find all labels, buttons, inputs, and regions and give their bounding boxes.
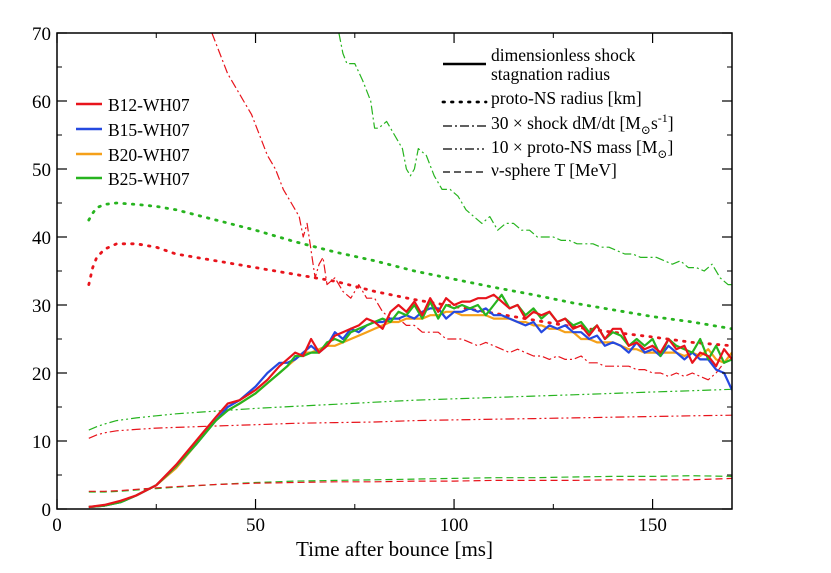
series-line-b25-wh07-pns-radius: [87, 201, 732, 331]
series-line-b12-wh07-pns-radius: [87, 242, 732, 348]
legend-label-dmdt: 30 × shock dM/dt [M⊙s-1]: [491, 111, 674, 137]
y-tick-label-50: 50: [32, 160, 51, 181]
legend-quantities: dimensionless shock stagnation radius pr…: [441, 45, 674, 180]
legend-label-dmdt-tail: s: [651, 113, 658, 133]
legend-label-dmdt-main: 30 × shock dM/dt [M: [491, 113, 641, 133]
series-line-b25-wh07-shock: [88, 293, 732, 509]
series-line-b12-wh07-dmdt: [211, 33, 732, 381]
legend-label-shock-2: stagnation radius: [491, 64, 610, 84]
legend-label-b15: B15-WH07: [108, 120, 190, 140]
y-tick-label-40: 40: [32, 228, 51, 249]
legend-label-dmdt-end: ]: [668, 113, 674, 133]
ticks-layer: 0 50 100 150 0 10 20 30 40 50 60 70: [32, 24, 732, 536]
legend-label-pns-mass-main: 10 × proto-NS mass [M: [491, 137, 658, 157]
y-tick-label-60: 60: [32, 92, 51, 113]
legend-label-pns-radius: proto-NS radius [km]: [491, 88, 642, 108]
legend-label-dmdt-sub: ⊙: [641, 123, 651, 137]
legend-label-b25: B25-WH07: [108, 169, 190, 189]
legend-label-dmdt-sup: -1: [658, 111, 668, 125]
y-tick-label-10: 10: [32, 432, 51, 453]
series-line-b25-wh07-dmdt: [338, 33, 732, 286]
x-tick-label-50: 50: [246, 515, 265, 536]
series-line-b12-wh07-pns-mass: [88, 414, 732, 439]
y-tick-label-70: 70: [32, 24, 51, 45]
legend-label-shock-1: dimensionless shock: [491, 45, 636, 65]
x-axis-label: Time after bounce [ms]: [296, 537, 493, 561]
series-line-b12-wh07-shock: [88, 293, 732, 509]
series-line-b25-wh07-nu-t: [88, 475, 732, 493]
series-line-b15-wh07-shock: [88, 307, 732, 509]
legend-label-pns-mass-sub: ⊙: [657, 147, 667, 161]
legend-label-pns-mass-end: ]: [667, 137, 673, 157]
legend-label-b20: B20-WH07: [108, 145, 190, 165]
x-tick-label-0: 0: [52, 515, 62, 536]
legend-label-b12: B12-WH07: [108, 95, 190, 115]
x-tick-label-100: 100: [440, 515, 469, 536]
legend-label-nu-t: ν-sphere T [MeV]: [491, 160, 617, 180]
legend-label-pns-mass: 10 × proto-NS mass [M⊙]: [491, 137, 673, 161]
series-line-b25-wh07-pns-mass: [88, 388, 732, 431]
series-layer: [87, 33, 732, 509]
y-tick-label-0: 0: [42, 500, 52, 521]
series-line-b12-wh07-nu-t: [88, 477, 732, 492]
y-tick-label-30: 30: [32, 296, 51, 317]
y-tick-label-20: 20: [32, 364, 51, 385]
x-tick-label-150: 150: [638, 515, 667, 536]
legend-models: B12-WH07 B15-WH07 B20-WH07 B25-WH07: [76, 95, 190, 189]
